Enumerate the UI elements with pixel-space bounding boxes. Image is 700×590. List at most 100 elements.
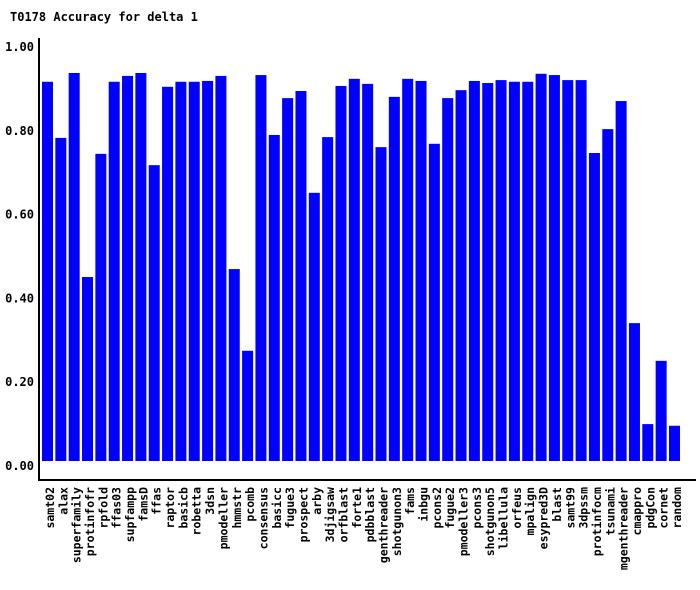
- bar-basicc: [268, 134, 280, 462]
- bar-3dsn: [202, 80, 214, 462]
- bar-mpalign: [522, 81, 534, 461]
- x-tick-label: ffas: [150, 487, 164, 515]
- x-tick-label: raptor: [163, 487, 177, 529]
- bar-samt02: [42, 81, 53, 461]
- x-tick-label: cmappro: [630, 487, 644, 536]
- x-tick-label: pmodeller: [216, 487, 230, 549]
- bar-shotgunon5: [482, 83, 494, 461]
- y-tick-label: 0.40: [5, 291, 34, 305]
- bar-blast: [548, 75, 560, 461]
- x-tick-label: pcons3: [470, 487, 484, 529]
- x-tick-label: fugue3: [283, 487, 297, 529]
- x-tick-label: pcons2: [430, 487, 444, 529]
- x-tick-label: tsunami: [603, 487, 617, 536]
- x-tick-label: pdbblast: [363, 487, 377, 542]
- x-tick-label: samt99: [563, 487, 577, 529]
- x-tick-label: superfamily: [70, 487, 84, 563]
- x-tick-label: rpfold: [96, 487, 110, 529]
- x-tick-label: basicc: [270, 487, 284, 529]
- bar-inbgu: [415, 80, 427, 462]
- bar-orfblast: [335, 85, 347, 461]
- x-tick-label: protinfocm: [590, 487, 604, 556]
- x-tick-label: pmodeller3: [457, 487, 471, 556]
- bar-fugue2: [442, 98, 454, 462]
- bar-ffas: [148, 165, 160, 461]
- bar-superfamily: [68, 72, 80, 461]
- bar-libellula: [495, 80, 507, 461]
- x-tick-label: esypred3D: [537, 487, 551, 549]
- x-tick-label: shotgunon3: [390, 487, 404, 556]
- x-tick-label: famsD: [136, 487, 150, 522]
- x-tick-label: blast: [550, 487, 564, 522]
- x-tick-label: alax: [56, 487, 70, 515]
- chart-title: T0178 Accuracy for delta 1: [10, 10, 198, 24]
- bar-prospect: [295, 90, 307, 462]
- bar-fugue3: [282, 98, 294, 462]
- bar-pcomb: [242, 350, 254, 461]
- bar-consensus: [255, 75, 267, 461]
- x-tick-label: fugue2: [443, 487, 457, 529]
- x-tick-label: cornet: [657, 487, 671, 529]
- x-tick-label: 3djigsaw: [323, 487, 337, 542]
- x-tick-label: supfampp: [123, 487, 137, 542]
- bar-pdgCon: [642, 424, 654, 461]
- x-tick-label: orfeus: [510, 487, 524, 529]
- x-tick-label: samt02: [43, 487, 57, 529]
- bar-orfeus: [508, 81, 520, 461]
- bar-random: [668, 425, 680, 461]
- x-tick-label: fams: [403, 487, 417, 515]
- x-tick-label: libellula: [497, 487, 511, 549]
- bar-forte1: [348, 78, 360, 462]
- bar-esypred3D: [535, 73, 547, 461]
- bar-supfampp: [122, 75, 134, 461]
- bar-samt99: [562, 80, 574, 461]
- x-tick-label: forte1: [350, 487, 364, 529]
- x-tick-label: mgenthreader: [617, 487, 631, 570]
- x-tick-label: hmmstr: [230, 487, 244, 529]
- x-tick-label: orfblast: [336, 487, 350, 542]
- x-tick-label: basicb: [176, 487, 190, 529]
- bar-fams: [402, 78, 414, 462]
- bar-genthreader: [375, 147, 387, 462]
- x-tick-label: mpalign: [523, 487, 537, 536]
- x-tick-label: 3dpssm: [577, 487, 591, 529]
- bar-protinfocm: [588, 153, 600, 461]
- y-tick-label: 1.00: [5, 40, 34, 54]
- bar-pdbblast: [362, 83, 374, 461]
- x-tick-label: robetta: [190, 487, 204, 536]
- bar-protinfofr: [82, 277, 94, 461]
- bar-famsD: [135, 72, 147, 461]
- bar-pmodeller3: [455, 90, 467, 462]
- x-tick-label: arby: [310, 487, 324, 515]
- x-tick-label: protinfofr: [83, 487, 97, 556]
- bar-basicb: [175, 81, 187, 461]
- bar-pmodeller: [215, 75, 227, 461]
- bar-hmmstr: [228, 269, 240, 461]
- bar-ffas03: [108, 81, 120, 461]
- x-tick-label: inbgu: [417, 487, 431, 522]
- bar-shotgunon3: [388, 96, 400, 462]
- bar-cornet: [655, 360, 667, 461]
- y-tick-label: 0.20: [5, 375, 34, 389]
- x-tick-label: pdgCon: [643, 487, 657, 529]
- x-tick-label: consensus: [256, 487, 270, 549]
- x-tick-label: 3dsn: [203, 487, 217, 515]
- x-tick-label: shotgunon5: [483, 487, 497, 556]
- bar-pcons3: [468, 80, 480, 462]
- bar-3dpssm: [575, 80, 587, 461]
- x-tick-label: prospect: [296, 487, 310, 542]
- bar-3djigsaw: [322, 137, 334, 461]
- bar-raptor: [162, 86, 174, 462]
- bar-arby: [308, 192, 320, 461]
- y-tick-label: 0.80: [5, 124, 34, 138]
- y-tick-label: 0.60: [5, 208, 34, 222]
- bar-alax: [55, 137, 67, 461]
- y-tick-label: 0.00: [5, 459, 34, 473]
- x-tick-label: genthreader: [377, 487, 391, 563]
- x-tick-label: ffas03: [110, 487, 124, 529]
- bar-pcons2: [428, 143, 440, 461]
- bar-robetta: [188, 81, 200, 461]
- x-tick-label: random: [670, 487, 684, 529]
- bar-rpfold: [95, 153, 107, 461]
